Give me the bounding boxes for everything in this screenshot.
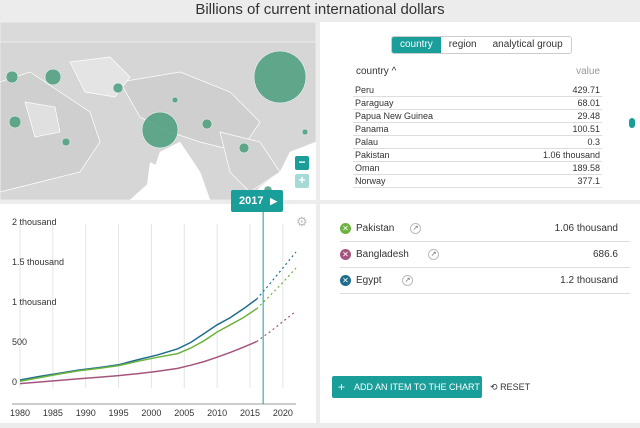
row-country: Oman — [355, 163, 380, 173]
row-country: Palau — [355, 137, 379, 147]
series-projection-egypt — [256, 251, 297, 300]
remove-icon[interactable]: ✕ — [340, 223, 351, 234]
x-tick-label: 2010 — [207, 408, 227, 418]
remove-icon[interactable]: ✕ — [340, 275, 351, 286]
map-bubble[interactable] — [201, 118, 213, 130]
row-value: 429.71 — [572, 85, 600, 95]
open-icon[interactable]: ↗ — [402, 275, 413, 286]
series-projection-pakistan — [256, 267, 297, 310]
row-value: 29.48 — [577, 111, 600, 121]
table-row[interactable]: Palau 0.3 — [353, 136, 602, 149]
list-item[interactable]: ✕ Bangladesh ↗ 686.6 — [340, 242, 630, 268]
plus-icon: + — [338, 380, 346, 394]
bubble-map[interactable]: − + — [0, 22, 316, 200]
table-row[interactable]: Panama 100.51 — [353, 123, 602, 136]
x-tick-label: 2015 — [240, 408, 260, 418]
table-row[interactable]: Papua New Guinea 29.48 — [353, 110, 602, 123]
x-tick-label: 1990 — [76, 408, 96, 418]
map-bubbles[interactable] — [5, 50, 309, 195]
item-value: 1.06 thousand — [554, 223, 618, 234]
line-chart-panel: 1980 1985 1990 1995 2000 2005 2010 2015 2020 0 500… — [0, 204, 316, 423]
zoom-in-button[interactable]: + — [295, 174, 309, 188]
x-tick-label: 1985 — [43, 408, 63, 418]
row-country: Norway — [355, 176, 386, 186]
y-tick-label: 500 — [12, 337, 27, 347]
column-header-country[interactable]: country ^ — [356, 66, 397, 77]
item-value: 686.6 — [592, 249, 618, 260]
x-tick-label: 2000 — [141, 408, 161, 418]
series-line-egypt[interactable] — [19, 298, 258, 381]
selected-items-panel: ✕ Pakistan ↗ 1.06 thousand ✕ Bangladesh … — [320, 204, 640, 423]
zoom-out-button[interactable]: − — [295, 156, 309, 170]
remove-icon[interactable]: ✕ — [340, 249, 351, 260]
line-chart[interactable]: 1980 1985 1990 1995 2000 2005 2010 2015 2020 0 500… — [0, 204, 316, 423]
item-name: Bangladesh — [356, 249, 409, 260]
map-bubble[interactable] — [141, 111, 179, 149]
row-country: Papua New Guinea — [355, 111, 434, 121]
tab-country[interactable]: country — [392, 37, 441, 53]
item-name: Egypt — [356, 275, 382, 286]
table-row[interactable]: Norway 377.1 — [353, 175, 602, 188]
row-value: 377.1 — [577, 176, 600, 186]
y-tick-label: 1 thousand — [12, 297, 57, 307]
gear-icon[interactable]: ⚙ — [296, 214, 308, 229]
page-title: Billions of current international dollar… — [0, 0, 640, 22]
map-bubble[interactable] — [8, 115, 22, 129]
map-bubble[interactable] — [5, 70, 19, 84]
map-bubble[interactable] — [171, 96, 179, 104]
row-country: Panama — [355, 124, 389, 134]
year-label: 2017 — [239, 195, 264, 207]
x-tick-label: 2020 — [273, 408, 293, 418]
x-tick-label: 1980 — [10, 408, 30, 418]
item-name: Pakistan — [356, 223, 395, 234]
list-item[interactable]: ✕ Pakistan ↗ 1.06 thousand — [340, 216, 630, 242]
y-tick-label: 0 — [12, 377, 17, 387]
year-selector[interactable]: 2017 ▶ — [231, 190, 283, 212]
tab-region[interactable]: region — [440, 37, 485, 53]
row-value: 68.01 — [577, 98, 600, 108]
grouping-tabs: country region analytical group — [391, 36, 572, 54]
row-country: Pakistan — [355, 150, 390, 160]
table-scrollbar[interactable] — [629, 118, 635, 128]
row-value: 189.58 — [572, 163, 600, 173]
data-table-panel: country region analytical group country … — [320, 22, 640, 200]
y-tick-label: 2 thousand — [12, 217, 57, 227]
open-icon[interactable]: ↗ — [410, 223, 421, 234]
table-row[interactable]: Paraguay 68.01 — [353, 97, 602, 110]
open-icon[interactable]: ↗ — [428, 249, 439, 260]
x-tick-label: 1995 — [109, 408, 129, 418]
table-row[interactable]: Peru 429.71 — [353, 84, 602, 97]
table-row[interactable]: Pakistan 1.06 thousand — [353, 149, 602, 162]
map-bubble[interactable] — [44, 68, 62, 86]
map-bubble[interactable] — [301, 128, 309, 136]
series-line-pakistan[interactable] — [19, 308, 257, 382]
tab-analytical-group[interactable]: analytical group — [484, 37, 571, 53]
row-value: 0.3 — [587, 137, 600, 147]
x-tick-label: 2005 — [174, 408, 194, 418]
play-icon[interactable]: ▶ — [270, 196, 277, 206]
series-line-bangladesh[interactable] — [19, 340, 257, 385]
column-header-value[interactable]: value — [576, 66, 600, 77]
row-value: 1.06 thousand — [542, 150, 600, 160]
reset-icon: ⟲ — [490, 382, 498, 392]
map-canvas[interactable] — [0, 22, 316, 200]
map-bubble[interactable] — [112, 82, 124, 94]
row-country: Peru — [355, 85, 375, 95]
table-rows: Peru 429.71 Paraguay 68.01 Papua New Guinea 2… — [353, 84, 602, 188]
list-item[interactable]: ✕ Egypt ↗ 1.2 thousand — [340, 268, 630, 294]
map-bubble[interactable] — [238, 142, 250, 154]
y-tick-label: 1.5 thousand — [12, 257, 64, 267]
series-projection-bangladesh — [256, 310, 297, 343]
row-value: 100.51 — [572, 124, 600, 134]
table-row[interactable]: Oman 189.58 — [353, 162, 602, 175]
add-item-button[interactable]: + ADD AN ITEM TO THE CHART — [332, 376, 482, 398]
reset-button[interactable]: ⟲ RESET — [490, 382, 531, 392]
map-bubble[interactable] — [253, 50, 307, 104]
map-bubble[interactable] — [61, 137, 71, 147]
item-value: 1.2 thousand — [560, 275, 618, 286]
row-country: Paraguay — [355, 98, 394, 108]
